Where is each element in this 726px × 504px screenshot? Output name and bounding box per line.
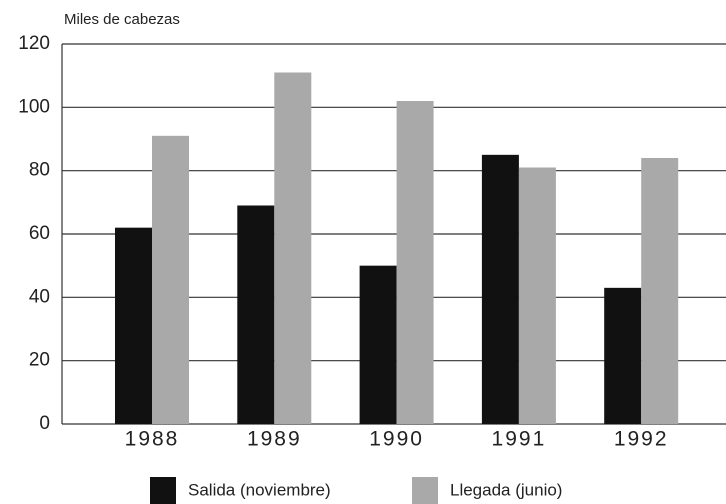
y-tick-label: 60	[29, 223, 50, 244]
legend-swatch	[412, 477, 438, 504]
legend-swatch	[150, 477, 176, 504]
x-tick-label: 1989	[247, 428, 302, 451]
bar	[115, 227, 152, 424]
y-tick-label: 80	[29, 160, 50, 181]
y-tick-label: 100	[18, 96, 50, 117]
y-axis-label: Miles de cabezas	[64, 11, 180, 28]
x-tick-label: 1992	[614, 428, 669, 451]
bar	[604, 287, 642, 424]
y-tick-label: 40	[29, 286, 50, 307]
x-tick-label: 1988	[125, 428, 180, 451]
bar	[359, 265, 397, 424]
bar	[152, 135, 189, 425]
bar	[481, 154, 519, 425]
legend-label: Llegada (junio)	[450, 480, 562, 499]
bar	[641, 158, 679, 424]
bar	[396, 101, 434, 424]
y-tick-label: 0	[39, 413, 50, 434]
legend-label: Salida (noviembre)	[188, 480, 331, 499]
x-tick-label: 1991	[492, 428, 547, 451]
y-tick-label: 20	[29, 350, 50, 371]
bar	[518, 167, 556, 424]
x-tick-label: 1990	[369, 428, 424, 451]
y-tick-label: 120	[18, 33, 50, 54]
bar	[237, 205, 275, 424]
bar	[274, 72, 312, 424]
